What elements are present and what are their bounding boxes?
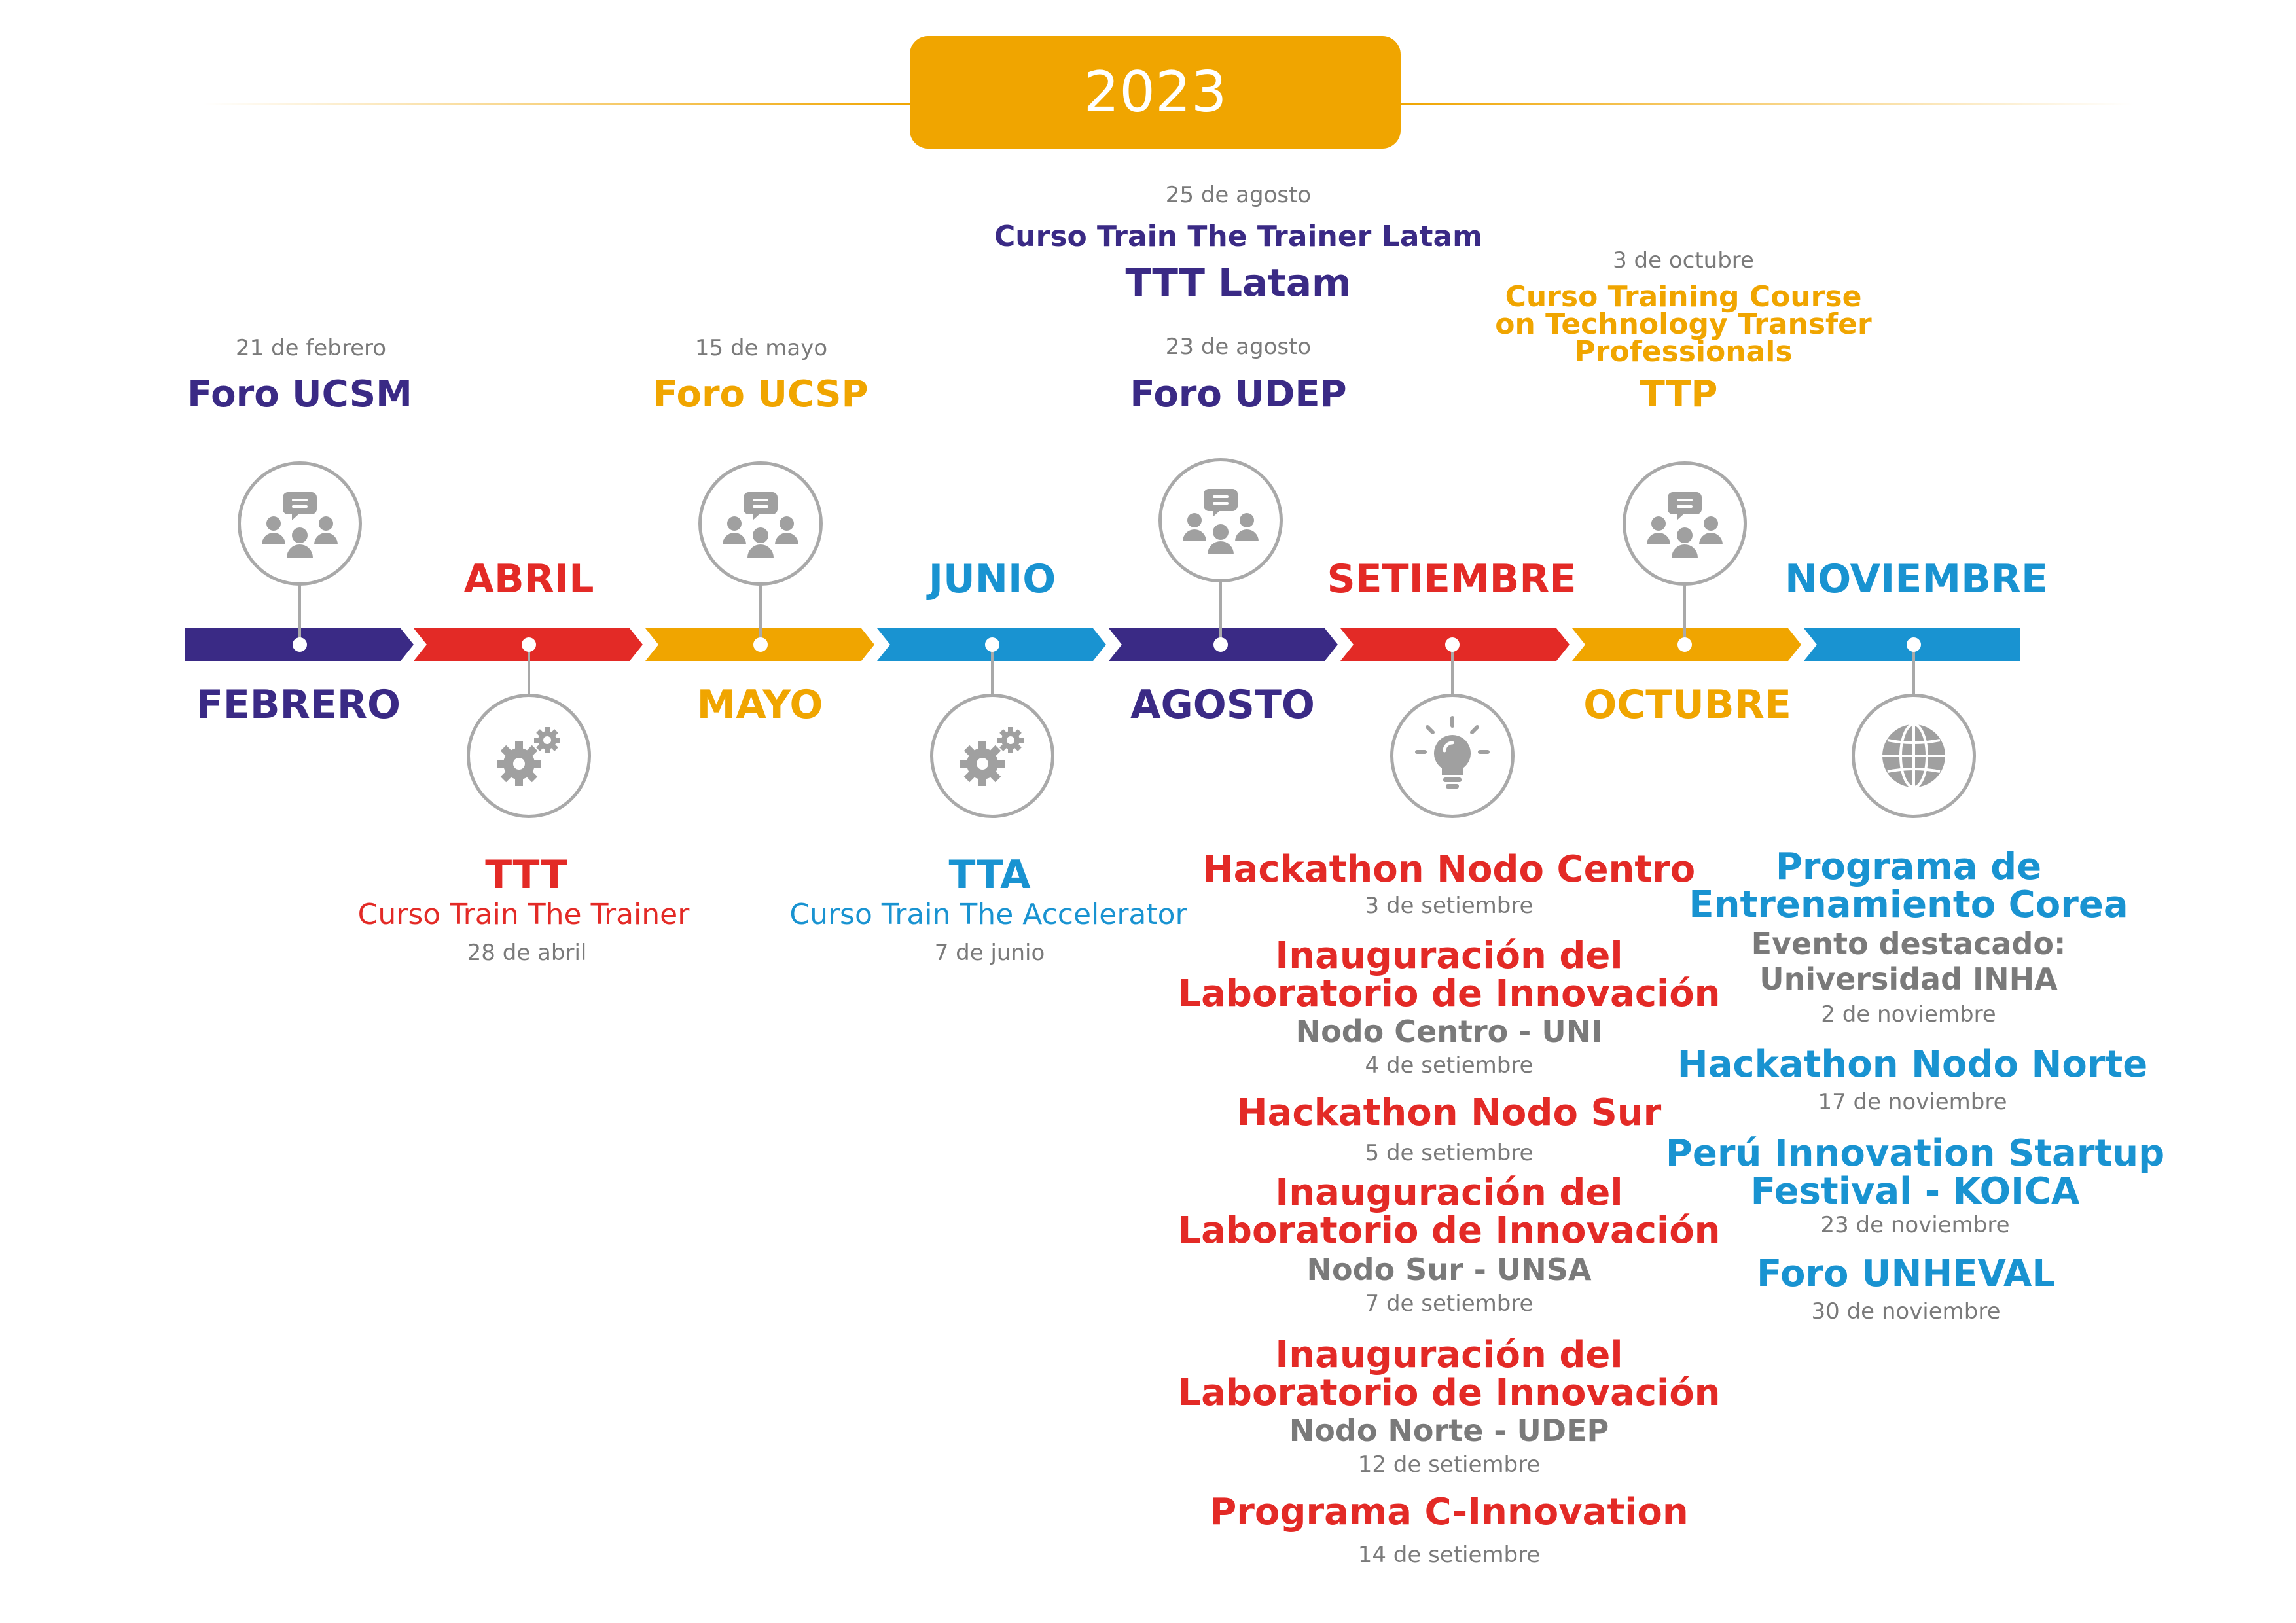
event-course-line: Curso Training Course (1505, 280, 1862, 313)
globe-icon (1852, 694, 1976, 818)
month-febrero: FEBRERO (196, 682, 401, 728)
event-date: 14 de setiembre (1357, 1542, 1541, 1568)
event-course-line: Professionals (1574, 335, 1793, 368)
gears-icon (930, 694, 1054, 818)
event-course: Curso Train The Accelerator (789, 898, 1187, 931)
event-title: TTT Latam (1125, 260, 1352, 305)
stem-febrero (298, 579, 301, 641)
dot-mayo (753, 637, 768, 652)
event-title-line: Programa de (1775, 846, 2042, 888)
event-title-line: Laboratorio de Innovación (1177, 1372, 1721, 1414)
dot-febrero (293, 637, 307, 652)
event-title: Foro UDEP (1130, 373, 1347, 416)
group-chat-icon (698, 461, 823, 586)
event-subtitle: Nodo Norte - UDEP (1289, 1413, 1609, 1448)
month-setiembre: SETIEMBRE (1327, 556, 1577, 602)
group-chat-icon (238, 461, 362, 586)
lightbulb-icon (1390, 694, 1515, 818)
event-title: Hackathon Nodo Norte (1677, 1043, 2148, 1086)
event-title-line: Inauguración del (1275, 1171, 1623, 1214)
month-abril: ABRIL (463, 556, 594, 602)
event-date: 2 de noviembre (1821, 1001, 1996, 1027)
event-subtitle: Universidad INHA (1759, 961, 2058, 997)
event-date: 23 de agosto (1165, 334, 1312, 360)
year-label: 2023 (1083, 60, 1227, 125)
event-title: Hackathon Nodo Centro (1202, 848, 1696, 891)
event-title-line: Festival - KOICA (1750, 1170, 2080, 1213)
event-title: TTT (485, 852, 567, 898)
event-date: 3 de setiembre (1365, 893, 1534, 919)
event-title-line: Laboratorio de Innovación (1177, 972, 1721, 1015)
event-date: 15 de mayo (694, 335, 828, 361)
event-subtitle: Nodo Centro - UNI (1295, 1014, 1603, 1049)
stem-agosto (1219, 579, 1222, 641)
event-title: Hackathon Nodo Sur (1236, 1092, 1662, 1134)
month-noviembre: NOVIEMBRE (1785, 556, 2048, 602)
event-date: 23 de noviembre (1820, 1212, 2010, 1238)
header-line-left (203, 103, 916, 105)
group-chat-icon (1158, 458, 1283, 582)
event-title: TTP (1640, 373, 1718, 416)
dot-octubre (1677, 637, 1692, 652)
event-course-line: on Technology Transfer (1495, 308, 1872, 341)
stem-junio (991, 645, 994, 694)
event-title-line: Laboratorio de Innovación (1177, 1209, 1721, 1252)
month-agosto: AGOSTO (1130, 682, 1315, 728)
event-title: Programa C-Innovation (1210, 1491, 1689, 1533)
event-title-line: Inauguración del (1275, 935, 1623, 977)
dot-setiembre (1445, 637, 1460, 652)
dot-junio (985, 637, 999, 652)
event-course: Curso Train The Trainer (357, 898, 690, 931)
event-date: 7 de setiembre (1365, 1291, 1534, 1317)
stem-abril (528, 645, 530, 694)
event-title-line: Entrenamiento Corea (1689, 883, 2128, 926)
event-date: 5 de setiembre (1365, 1140, 1534, 1166)
event-title: Foro UCSP (653, 373, 869, 416)
event-date: 4 de setiembre (1365, 1052, 1534, 1079)
month-octubre: OCTUBRE (1583, 682, 1791, 728)
event-title-line: Perú Innovation Startup (1665, 1132, 2165, 1175)
event-date: 12 de setiembre (1357, 1452, 1541, 1478)
event-title: TTA (948, 852, 1031, 898)
stem-setiembre (1451, 645, 1454, 694)
event-date: 7 de junio (934, 940, 1045, 966)
event-course: Curso Train The Trainer Latam (994, 220, 1482, 253)
event-date: 21 de febrero (235, 335, 387, 361)
event-date: 28 de abril (467, 940, 587, 966)
year-badge: 2023 (910, 36, 1401, 149)
event-subtitle: Nodo Sur - UNSA (1306, 1252, 1592, 1287)
event-date: 25 de agosto (1165, 182, 1312, 208)
dot-agosto (1213, 637, 1228, 652)
event-date: 30 de noviembre (1811, 1298, 2001, 1325)
event-title-line: Inauguración del (1275, 1334, 1623, 1376)
stem-octubre (1683, 579, 1686, 641)
gears-icon (467, 694, 591, 818)
month-mayo: MAYO (696, 682, 823, 728)
dot-abril (522, 637, 536, 652)
event-date: 3 de octubre (1613, 247, 1754, 274)
event-title: Foro UCSM (187, 373, 412, 416)
dot-noviembre (1907, 637, 1921, 652)
event-date: 17 de noviembre (1818, 1089, 2007, 1115)
header-line-right (1394, 103, 2134, 105)
stem-noviembre (1912, 645, 1915, 694)
group-chat-icon (1623, 461, 1747, 586)
event-subtitle: Evento destacado: (1751, 926, 2066, 961)
month-junio: JUNIO (928, 556, 1056, 602)
event-title: Foro UNHEVAL (1756, 1253, 2056, 1295)
stem-mayo (759, 579, 762, 641)
